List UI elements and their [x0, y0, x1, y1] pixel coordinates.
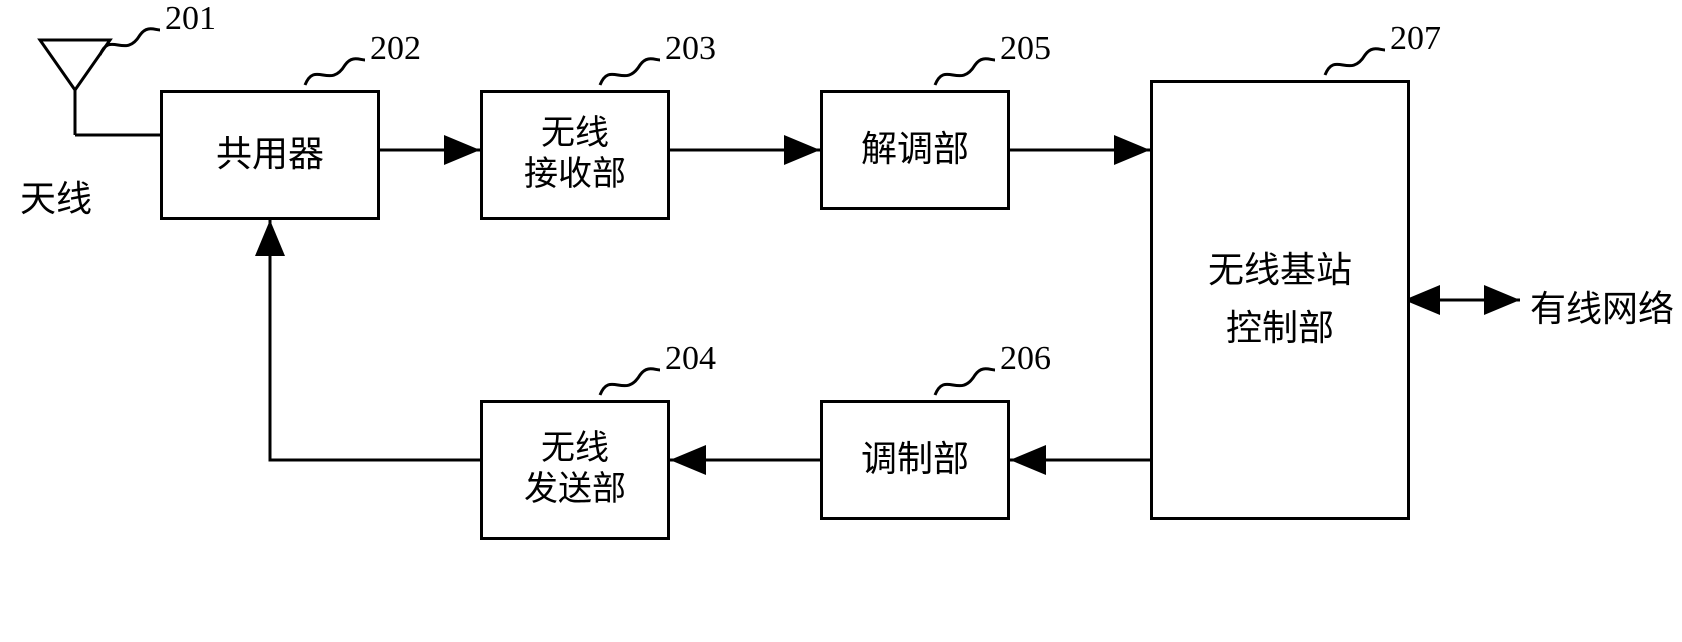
node-controller-label: 无线基站 控制部	[1208, 242, 1352, 357]
node-controller: 无线基站 控制部	[1150, 80, 1410, 520]
node-rx-label: 无线 接收部	[524, 114, 626, 196]
node-demod: 解调部	[820, 90, 1010, 210]
ref-205: 205	[1000, 30, 1051, 68]
node-rx: 无线 接收部	[480, 90, 670, 220]
ref-201: 201	[165, 0, 216, 38]
ref-202: 202	[370, 30, 421, 68]
ref-squiggle-204	[595, 360, 665, 400]
node-mod: 调制部	[820, 400, 1010, 520]
ref-squiggle-202	[300, 50, 370, 90]
ref-206: 206	[1000, 340, 1051, 378]
node-mod-label: 调制部	[861, 438, 969, 481]
node-duplexer-label: 共用器	[216, 133, 324, 176]
ref-squiggle-207	[1320, 40, 1390, 80]
external-network-label: 有线网络	[1530, 280, 1674, 332]
ref-204: 204	[665, 340, 716, 378]
ref-squiggle-206	[930, 360, 1000, 400]
ref-squiggle-205	[930, 50, 1000, 90]
node-duplexer: 共用器	[160, 90, 380, 220]
ref-squiggle-203	[595, 50, 665, 90]
diagram-canvas: 201 天线 共用器 202	[0, 0, 1682, 642]
ref-207: 207	[1390, 20, 1441, 58]
node-tx: 无线 发送部	[480, 400, 670, 540]
node-tx-label: 无线 发送部	[524, 429, 626, 511]
ref-squiggle-201	[95, 20, 165, 60]
antenna-label: 天线	[20, 170, 92, 222]
node-demod-label: 解调部	[861, 128, 969, 171]
ref-203: 203	[665, 30, 716, 68]
